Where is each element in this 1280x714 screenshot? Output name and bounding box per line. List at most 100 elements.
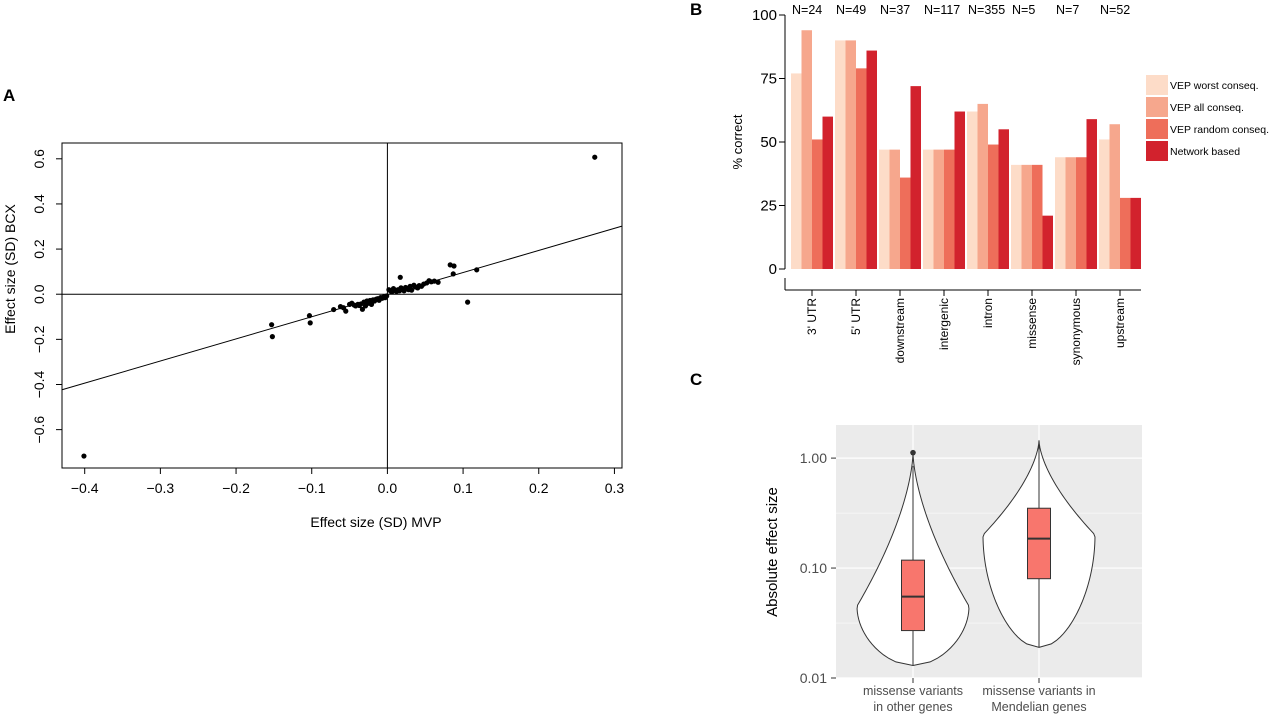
bar	[1086, 119, 1097, 269]
bar-group	[1011, 164, 1053, 269]
legend-swatch	[1146, 75, 1168, 95]
bar	[856, 68, 867, 269]
bar-panel-b: 0 25 50 75 100 3' UTR 5' UTR downstream interge…	[730, 3, 1269, 365]
x-tick-label: 0.3	[605, 480, 625, 496]
outlier-point	[910, 449, 916, 456]
bar-group	[923, 111, 965, 270]
scatter-y-axis-title: Effect size (SD) BCX	[2, 204, 18, 334]
bar	[1120, 197, 1131, 269]
bar-group	[1055, 119, 1097, 269]
bar-group	[879, 86, 921, 270]
bar-category-labels: 3' UTR 5' UTR downstream intergenic intron mi…	[805, 290, 1127, 365]
bar	[977, 103, 988, 270]
scatter-point	[435, 279, 441, 285]
bar	[1021, 164, 1032, 269]
count-label: N=5	[1012, 3, 1035, 17]
violin-group	[982, 440, 1096, 648]
box	[1027, 507, 1051, 580]
y-tick-label: 1.00	[800, 450, 827, 466]
scatter-point	[451, 263, 457, 269]
y-tick-label: 25	[760, 198, 777, 215]
bar	[791, 73, 802, 269]
bar	[1011, 164, 1022, 269]
scatter-point	[343, 308, 349, 314]
bar	[933, 149, 944, 269]
count-label: N=24	[792, 3, 822, 17]
count-label: N=52	[1100, 3, 1130, 17]
violin-x-axis: missense variants in other genes missense …	[863, 678, 1096, 714]
scatter-point	[331, 306, 337, 313]
y-tick-label: −0.6	[31, 416, 47, 444]
scatter-panel-a: −0.4 −0.3 −0.2 −0.1 0.0 0.1 0.2 0.3 −0.6−0.4−0.…	[2, 142, 625, 530]
bar	[1076, 157, 1087, 269]
y-tick-label: 50	[760, 134, 777, 151]
bar	[988, 144, 999, 269]
bar	[835, 40, 846, 270]
x-tick-label: 0.1	[453, 480, 473, 496]
legend-label: VEP worst conseq.	[1170, 80, 1259, 92]
y-tick-label: 0.0	[31, 284, 47, 304]
count-label: N=49	[836, 3, 866, 17]
scatter-y-axis: −0.6 −0.4 −0.2 0.0 0.2 0.4 0.6	[31, 149, 62, 444]
scatter-point	[81, 453, 87, 459]
y-tick-label: 0	[769, 261, 777, 278]
bar	[801, 30, 812, 269]
category-label: missense	[1025, 298, 1039, 349]
bar	[998, 129, 1009, 269]
bar	[954, 111, 965, 270]
bar	[900, 177, 911, 269]
scatter-point	[384, 293, 390, 299]
y-tick-label: −0.2	[31, 325, 47, 353]
bar-group	[791, 30, 833, 269]
bar	[889, 149, 900, 269]
y-tick-label: 100	[752, 7, 777, 24]
bar-group	[967, 103, 1009, 270]
x-tick-label: −0.3	[147, 480, 175, 496]
x-tick-label: −0.1	[298, 480, 326, 496]
group-label: missense variants in	[982, 684, 1095, 698]
scatter-point	[450, 271, 456, 277]
category-label: upstream	[1113, 298, 1127, 348]
bar-legend: VEP worst conseq. VEP all conseq. VEP rand…	[1146, 75, 1269, 161]
bar	[923, 149, 934, 269]
violin-panel-c: 0.01 0.10 1.00 missense variants in other g…	[764, 425, 1142, 714]
scatter-point	[368, 301, 375, 307]
bar-y-axis: 0 25 50 75 100	[752, 7, 786, 278]
category-label: synonymous	[1069, 298, 1083, 365]
bar	[967, 111, 978, 270]
bar-group	[835, 40, 877, 270]
category-label: intron	[981, 298, 995, 328]
x-tick-label: 0.0	[378, 480, 398, 496]
group-label: in other genes	[873, 700, 952, 714]
x-tick-label: −0.4	[71, 480, 99, 496]
y-tick-label: 0.6	[31, 149, 47, 169]
y-tick-label: −0.4	[31, 370, 47, 398]
bar-groups	[791, 30, 1141, 270]
bar	[1055, 157, 1066, 269]
violin-y-axis: 0.01 0.10 1.00	[800, 450, 836, 686]
legend-label: Network based	[1170, 146, 1240, 158]
scatter-point	[269, 334, 275, 340]
violin-group	[856, 449, 970, 666]
legend-label: VEP all conseq.	[1170, 102, 1244, 114]
scatter-point	[269, 322, 275, 328]
bar-count-labels: N=24 N=49 N=37 N=117 N=355 N=5 N=7 N=52	[792, 3, 1130, 17]
bar	[910, 86, 921, 270]
scatter-point	[409, 287, 415, 293]
legend-swatch	[1146, 97, 1168, 117]
scatter-point	[306, 313, 313, 319]
bar	[1032, 164, 1043, 269]
bar	[1042, 215, 1053, 269]
scatter-point	[307, 320, 313, 326]
scatter-plot-frame	[61, 142, 623, 469]
scatter-point	[397, 274, 403, 280]
category-label: intergenic	[937, 298, 951, 350]
group-label: Mendelian genes	[991, 700, 1086, 714]
y-tick-label: 75	[760, 71, 777, 88]
scatter-point	[474, 267, 480, 273]
bar	[1065, 157, 1076, 269]
legend-label: VEP random conseq.	[1170, 124, 1269, 136]
bar	[866, 50, 877, 270]
count-label: N=355	[968, 3, 1005, 17]
